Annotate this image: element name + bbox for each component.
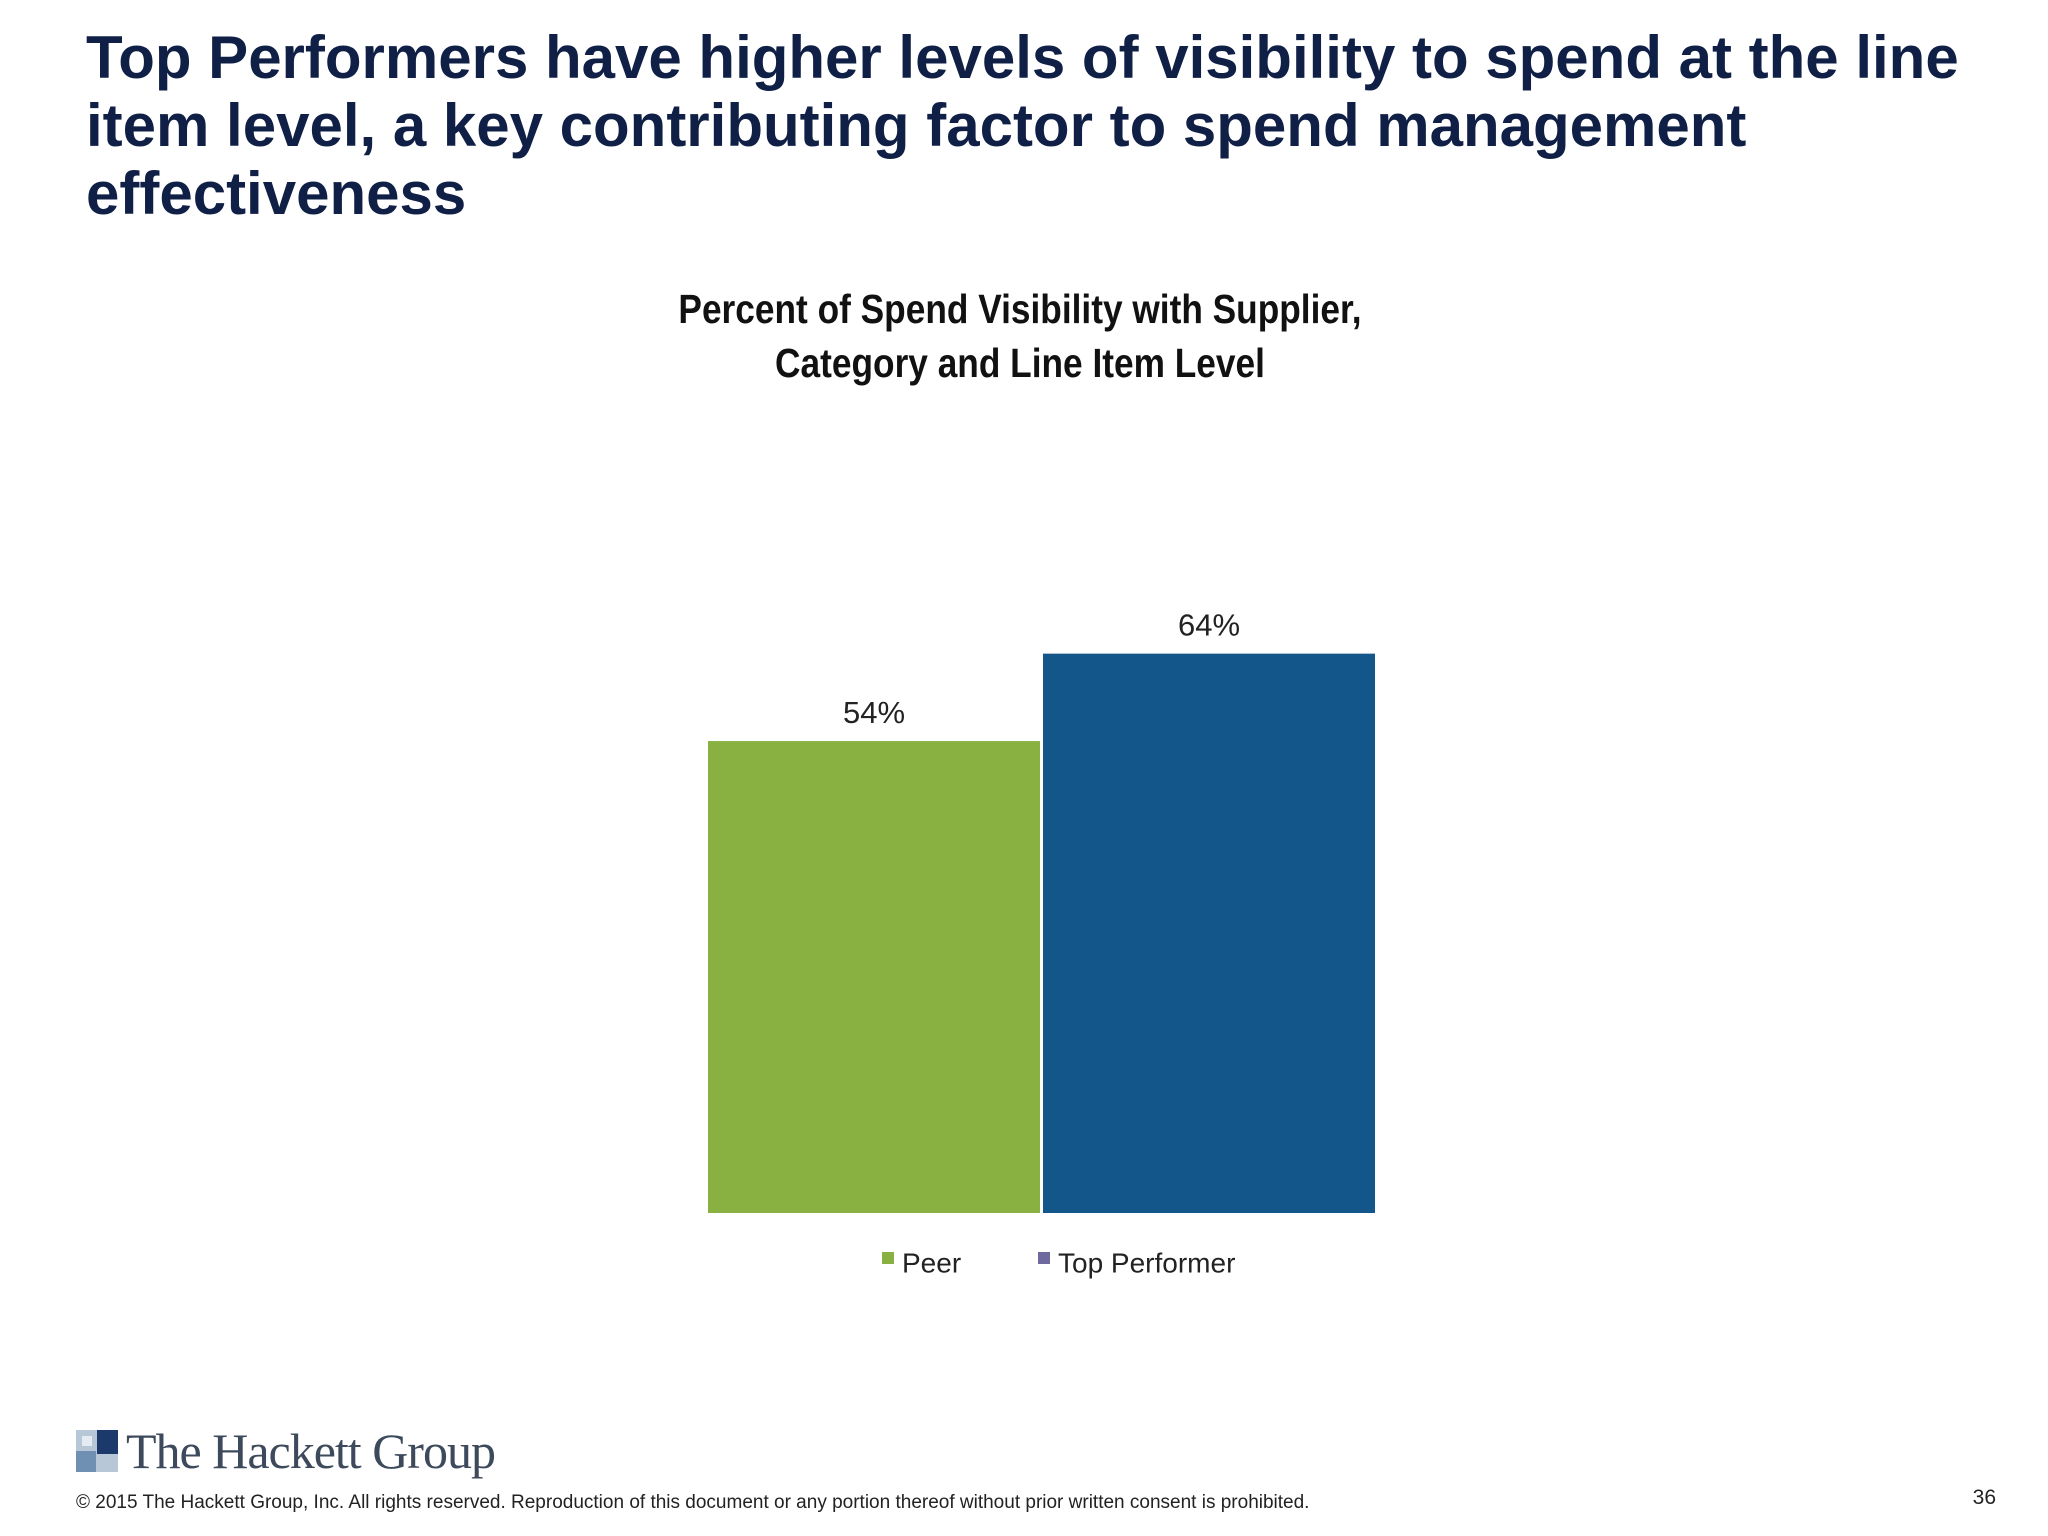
bar-peer (708, 741, 1040, 1213)
data-label-top-performer: 64% (1178, 608, 1240, 643)
chart-title-line-2: Category and Line Item Level (775, 340, 1265, 386)
logo-text: The Hackett Group (126, 1423, 496, 1479)
copyright-notice: © 2015 The Hackett Group, Inc. All right… (76, 1492, 1310, 1513)
hackett-logo: The Hackett Group (76, 1423, 496, 1479)
legend-marker-top-performer (1038, 1252, 1050, 1264)
page-number: 36 (1972, 1486, 1996, 1509)
hackett-logo-mark-icon (76, 1430, 118, 1472)
data-label-peer: 54% (843, 695, 905, 730)
chart-title-line-1: Percent of Spend Visibility with Supplie… (678, 286, 1362, 332)
legend-label-top-performer: Top Performer (1058, 1247, 1235, 1278)
legend-marker-peer (882, 1252, 894, 1264)
chart-title: Percent of Spend Visibility with Supplie… (624, 282, 1415, 390)
slide-title: Top Performers have higher levels of vis… (86, 24, 1959, 227)
bar-top-performer (1043, 653, 1375, 1213)
legend-label-peer: Peer (902, 1247, 961, 1278)
